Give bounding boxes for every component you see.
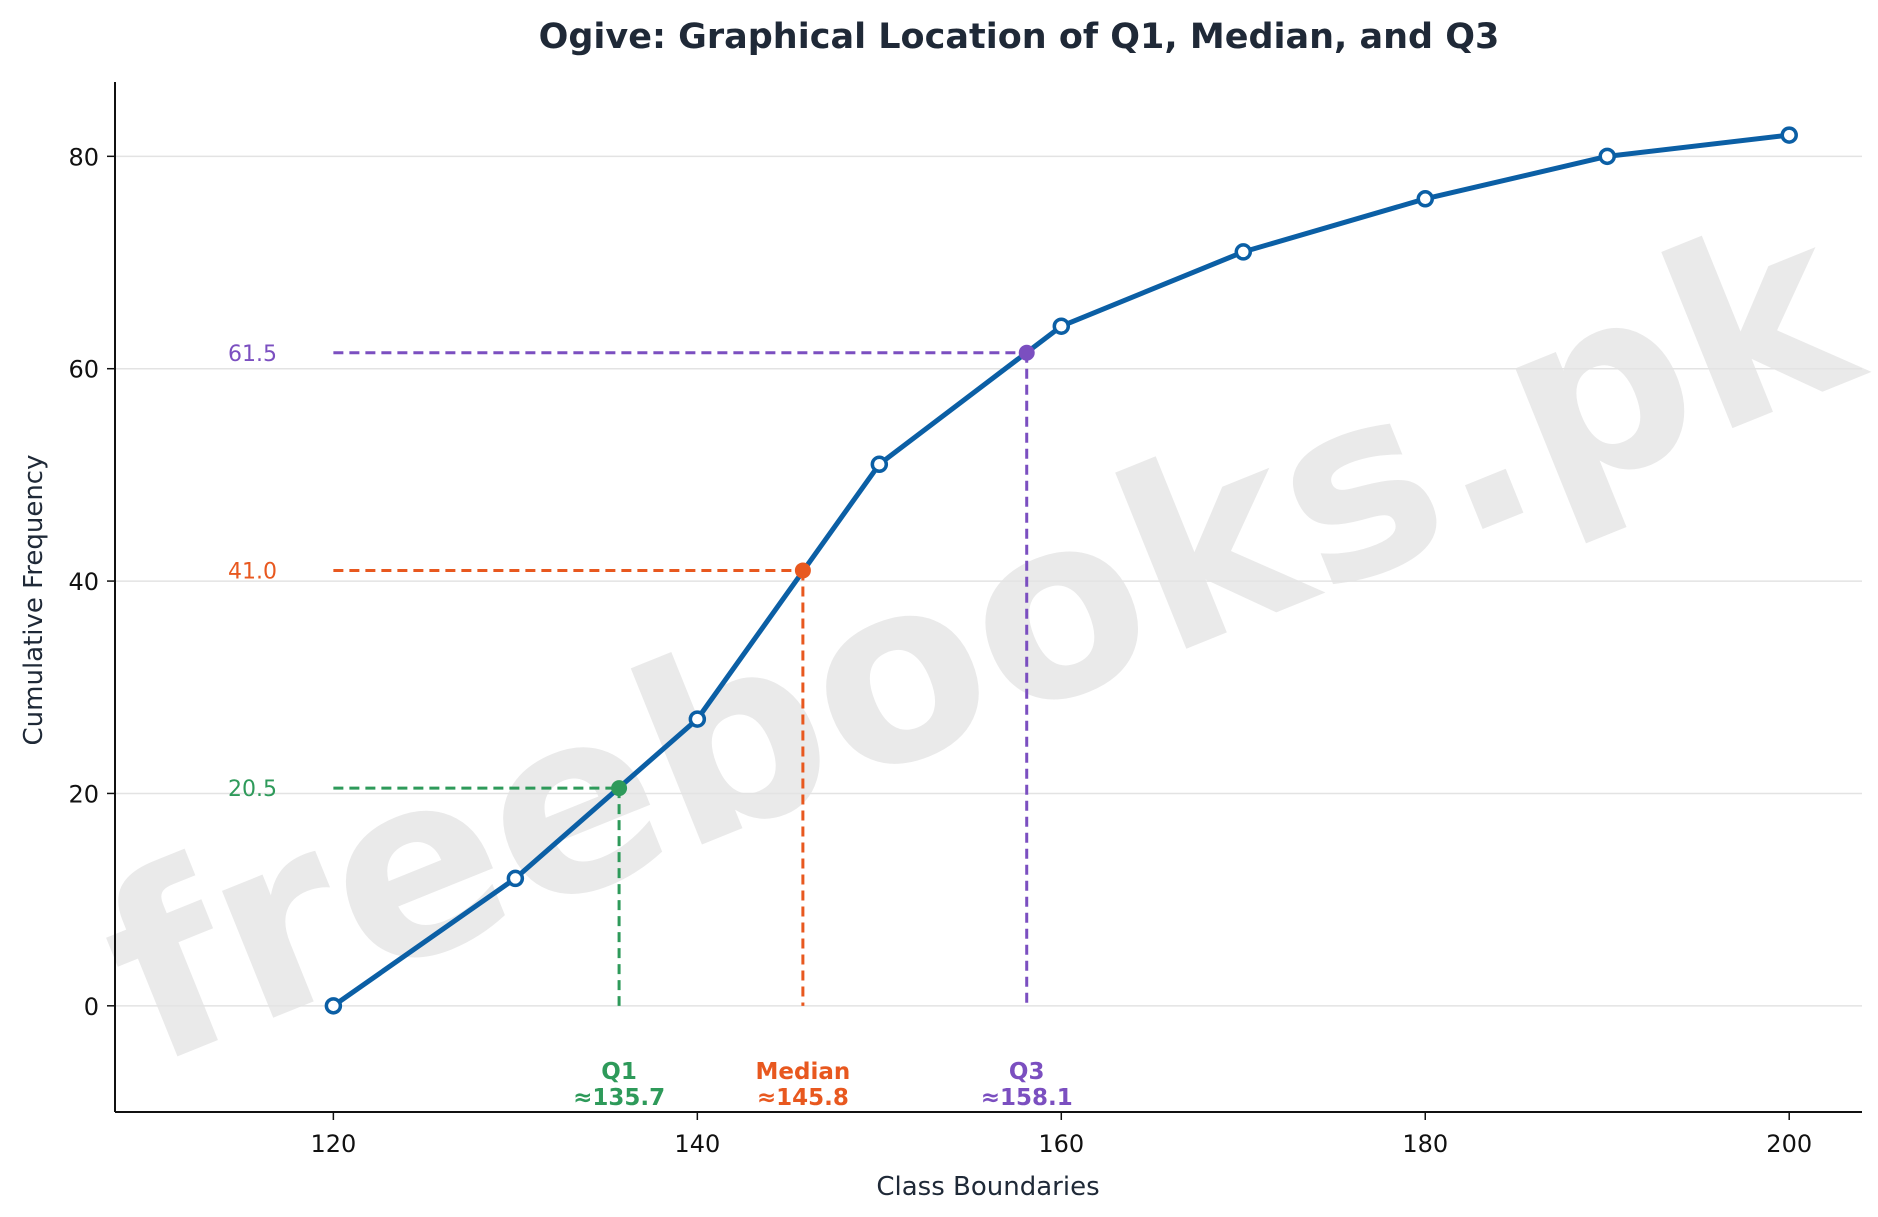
y-tick-label: 20 <box>68 780 99 808</box>
x-tick-label: 120 <box>310 1130 356 1158</box>
quartile-level-label: 61.5 <box>228 342 277 367</box>
chart-title: Ogive: Graphical Location of Q1, Median,… <box>539 17 1500 57</box>
y-tick-label: 40 <box>68 568 99 596</box>
watermark-text: freebooks.pk <box>66 156 1878 1121</box>
ogive-point <box>324 997 343 1015</box>
x-tick-label: 160 <box>1038 1130 1084 1158</box>
quartile-labels: 20.5 Q1≈135.7 41.0 Median≈145.8 61.5 Q3≈158.1 <box>228 342 1073 1111</box>
quartile-value-label: ≈158.1 <box>981 1085 1073 1111</box>
quartile-name-label: Q1 <box>601 1059 637 1085</box>
axes <box>107 82 1862 1120</box>
quartile-point <box>794 562 811 579</box>
ogive-series <box>324 126 1798 1015</box>
watermark: freebooks.pk <box>66 156 1878 1121</box>
ogive-point <box>506 869 525 888</box>
x-tick-label: 180 <box>1402 1130 1448 1158</box>
ogive-point <box>1234 243 1253 261</box>
ogive-point <box>688 710 707 728</box>
ogive-point <box>1416 190 1434 208</box>
quartile-level-label: 20.5 <box>228 777 277 802</box>
quartile-value-label: ≈135.7 <box>573 1085 665 1111</box>
quartile-name-label: Median <box>756 1059 851 1085</box>
ogive-point <box>1052 317 1071 335</box>
y-tick-label: 0 <box>84 993 99 1021</box>
y-axis-label: Cumulative Frequency <box>19 455 49 746</box>
quartile-level-label: 41.0 <box>228 559 277 584</box>
quartile-guides <box>333 351 1029 1006</box>
gridlines <box>115 155 1862 1007</box>
ogive-point <box>870 455 889 474</box>
ogive-point <box>1780 126 1798 144</box>
x-tick-label: 140 <box>674 1130 720 1158</box>
quartile-value-label: ≈145.8 <box>757 1085 849 1111</box>
x-tick-label: 200 <box>1766 1130 1812 1158</box>
tick-labels: 0 20 40 60 80 120 140 160 180 200 <box>68 143 1812 1158</box>
quartile-name-label: Q3 <box>1009 1059 1045 1085</box>
ogive-point <box>1598 147 1616 166</box>
quartile-point <box>611 780 628 797</box>
x-axis-label: Class Boundaries <box>876 1172 1099 1202</box>
quartile-point <box>1018 344 1035 361</box>
y-tick-label: 80 <box>68 143 99 171</box>
y-tick-label: 60 <box>68 356 99 384</box>
